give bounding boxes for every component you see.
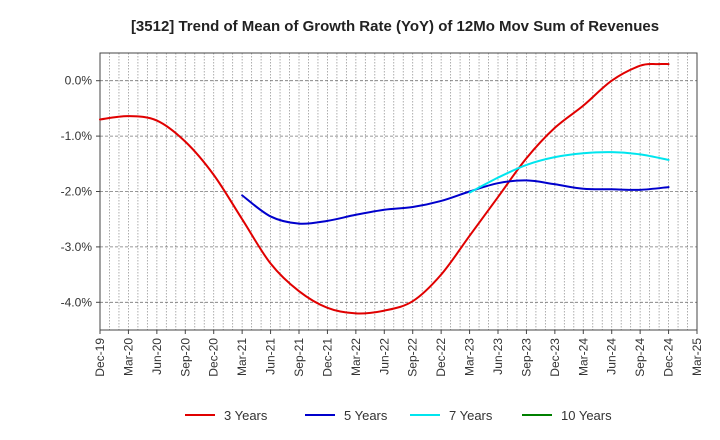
y-tick-label: -3.0% — [61, 240, 93, 254]
x-tick-label: Sep-23 — [519, 338, 533, 377]
x-tick-label: Mar-24 — [576, 338, 590, 376]
legend-label-5-years: 5 Years — [344, 408, 388, 423]
x-axis: Dec-19 Mar-20 Jun-20 Sep-20 Dec-20 Mar-21 Jun-… — [93, 330, 704, 377]
x-tick-label: Mar-22 — [349, 338, 363, 376]
x-tick-label: Jun-20 — [150, 338, 164, 375]
x-tick-label: Sep-22 — [406, 338, 420, 377]
x-tick-label: Dec-24 — [662, 338, 676, 377]
x-tick-label: Mar-21 — [235, 338, 249, 376]
series-line-5-years — [241, 179, 670, 225]
x-tick-label: Sep-21 — [292, 338, 306, 377]
x-tick-label: Dec-20 — [207, 338, 221, 377]
x-tick-label: Jun-21 — [264, 338, 278, 375]
x-tick-label: Dec-19 — [93, 338, 107, 377]
y-tick-label: 0.0% — [65, 74, 93, 88]
series-line-7-years — [468, 151, 670, 194]
series-lines — [99, 62, 670, 315]
x-tick-label: Sep-20 — [178, 338, 192, 377]
chart-title: [3512] Trend of Mean of Growth Rate (YoY… — [131, 18, 659, 35]
legend-label-7-years: 7 Years — [449, 408, 493, 423]
x-tick-label: Mar-23 — [463, 338, 477, 376]
y-tick-label: -1.0% — [61, 129, 93, 143]
x-tick-label: Jun-23 — [491, 338, 505, 375]
grid — [100, 53, 697, 330]
legend: 3 Years 5 Years 7 Years 10 Years — [185, 408, 612, 423]
x-tick-label: Jun-22 — [377, 338, 391, 375]
x-tick-label: Dec-22 — [434, 338, 448, 377]
y-tick-label: -4.0% — [61, 295, 93, 309]
x-tick-label: Sep-24 — [633, 338, 647, 377]
series-line-3-years — [99, 62, 670, 315]
y-tick-label: -2.0% — [61, 185, 93, 199]
legend-label-3-years: 3 Years — [224, 408, 268, 423]
x-tick-label: Mar-20 — [121, 338, 135, 376]
x-tick-label: Dec-21 — [320, 338, 334, 377]
legend-label-10-years: 10 Years — [561, 408, 612, 423]
x-tick-label: Jun-24 — [605, 338, 619, 375]
x-tick-label: Dec-23 — [548, 338, 562, 377]
y-axis: 0.0% -1.0% -2.0% -3.0% -4.0% — [61, 74, 100, 309]
x-tick-label: Mar-25 — [690, 338, 704, 376]
